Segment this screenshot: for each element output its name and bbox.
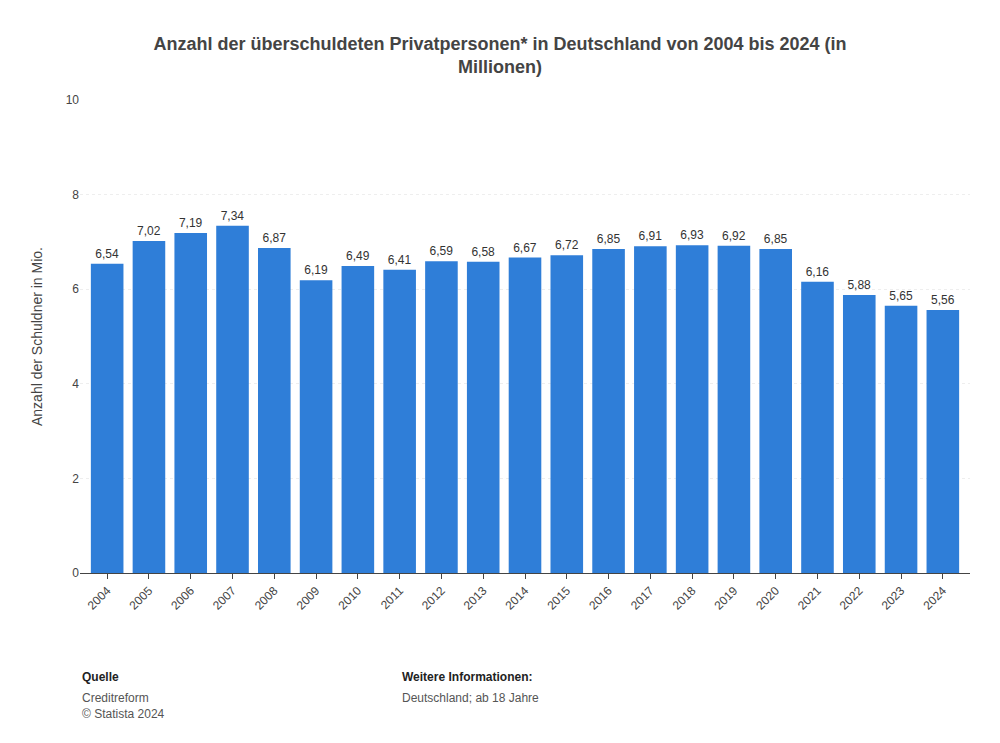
svg-text:2006: 2006 xyxy=(168,584,197,613)
svg-text:6,54: 6,54 xyxy=(95,247,119,261)
svg-text:2020: 2020 xyxy=(753,584,782,613)
svg-text:2021: 2021 xyxy=(795,584,824,613)
svg-text:5,65: 5,65 xyxy=(889,289,913,303)
svg-text:2007: 2007 xyxy=(210,584,239,613)
svg-text:2023: 2023 xyxy=(879,584,908,613)
svg-text:6,72: 6,72 xyxy=(555,238,579,252)
svg-text:6: 6 xyxy=(72,282,79,296)
svg-text:2024: 2024 xyxy=(920,584,949,613)
svg-text:2004: 2004 xyxy=(85,584,114,613)
svg-text:Weitere Informationen:: Weitere Informationen: xyxy=(402,670,532,684)
svg-text:5,88: 5,88 xyxy=(847,278,871,292)
svg-text:7,19: 7,19 xyxy=(179,216,203,230)
svg-text:2019: 2019 xyxy=(712,584,741,613)
svg-text:7,34: 7,34 xyxy=(221,209,245,223)
svg-text:2015: 2015 xyxy=(544,584,573,613)
svg-text:2016: 2016 xyxy=(586,584,615,613)
svg-text:2017: 2017 xyxy=(628,584,657,613)
svg-text:2014: 2014 xyxy=(503,584,532,613)
svg-text:Anzahl der Schuldner in Mio.: Anzahl der Schuldner in Mio. xyxy=(29,247,45,426)
svg-text:2018: 2018 xyxy=(670,584,699,613)
svg-text:6,92: 6,92 xyxy=(722,229,746,243)
svg-text:Anzahl der überschuldeten Priv: Anzahl der überschuldeten Privatpersonen… xyxy=(153,34,846,77)
svg-text:6,93: 6,93 xyxy=(680,228,704,242)
svg-text:Creditreform© Statista 2024: Creditreform© Statista 2024 xyxy=(82,691,165,721)
svg-text:2008: 2008 xyxy=(252,584,281,613)
svg-text:6,85: 6,85 xyxy=(764,232,788,246)
svg-text:6,58: 6,58 xyxy=(471,245,495,259)
svg-text:2: 2 xyxy=(72,472,79,486)
svg-text:6,49: 6,49 xyxy=(346,249,370,263)
svg-text:2010: 2010 xyxy=(335,584,364,613)
svg-text:4: 4 xyxy=(72,377,79,391)
svg-text:2009: 2009 xyxy=(294,584,323,613)
svg-text:2013: 2013 xyxy=(461,584,490,613)
svg-text:8: 8 xyxy=(72,188,79,202)
svg-text:6,41: 6,41 xyxy=(388,253,412,267)
svg-text:0: 0 xyxy=(72,566,79,580)
svg-text:Quelle: Quelle xyxy=(82,670,119,684)
svg-text:6,16: 6,16 xyxy=(806,265,830,279)
svg-text:2005: 2005 xyxy=(127,584,156,613)
svg-text:Deutschland; ab 18 Jahre: Deutschland; ab 18 Jahre xyxy=(402,691,539,705)
svg-text:6,59: 6,59 xyxy=(430,244,454,258)
svg-text:6,91: 6,91 xyxy=(639,229,663,243)
svg-text:6,87: 6,87 xyxy=(262,231,286,245)
svg-text:6,19: 6,19 xyxy=(304,263,328,277)
svg-text:2022: 2022 xyxy=(837,584,866,613)
svg-text:2011: 2011 xyxy=(378,584,406,612)
svg-text:7,02: 7,02 xyxy=(137,224,161,238)
svg-text:6,67: 6,67 xyxy=(513,241,537,255)
svg-text:5,56: 5,56 xyxy=(931,293,955,307)
svg-text:2012: 2012 xyxy=(419,584,448,613)
svg-text:6,85: 6,85 xyxy=(597,232,621,246)
svg-text:10: 10 xyxy=(66,93,80,107)
